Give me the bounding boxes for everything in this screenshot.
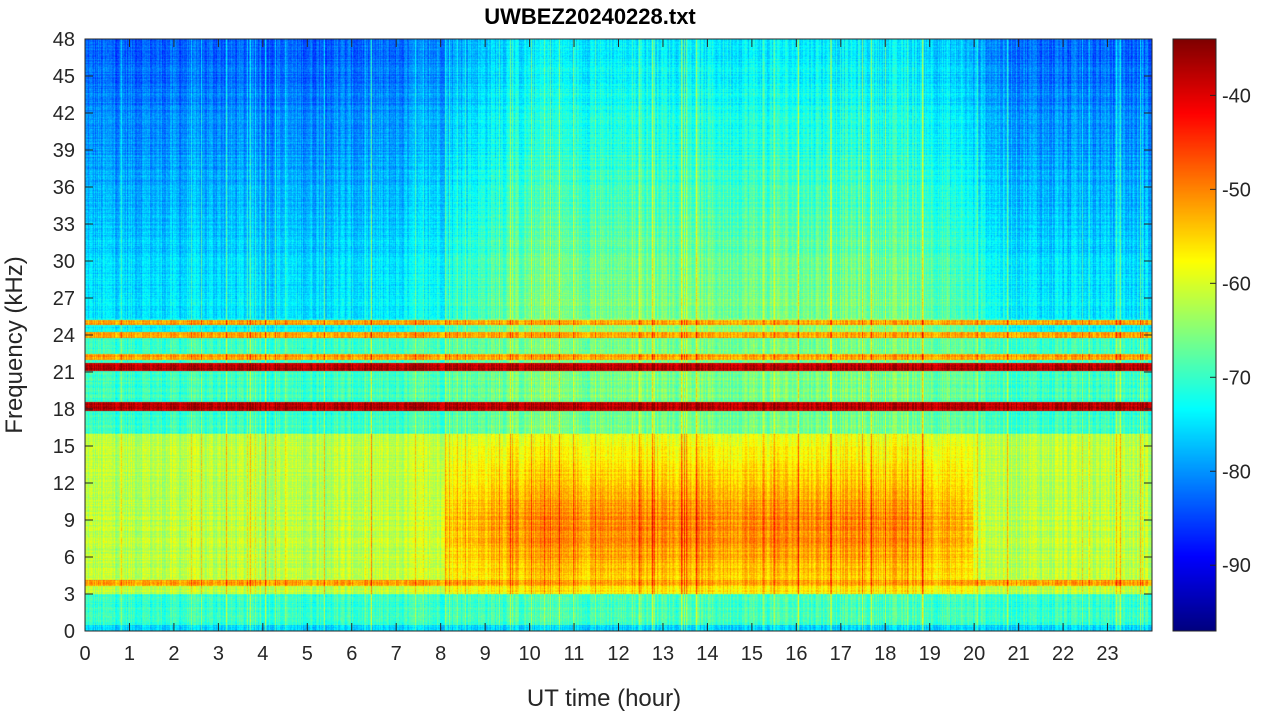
colorbar-tick-label: -50 bbox=[1222, 179, 1251, 201]
x-tick-label: 19 bbox=[919, 643, 941, 665]
x-axis-label: UT time (hour) bbox=[527, 685, 681, 712]
colorbar-tick-label: -40 bbox=[1222, 85, 1251, 107]
x-tick-label: 7 bbox=[391, 643, 402, 665]
y-tick-label: 48 bbox=[53, 29, 75, 51]
y-tick-label: 39 bbox=[53, 140, 75, 162]
y-tick-label: 27 bbox=[53, 288, 75, 310]
x-tick-label: 13 bbox=[652, 643, 674, 665]
x-tick-label: 10 bbox=[518, 643, 540, 665]
y-tick-label: 18 bbox=[53, 399, 75, 421]
colorbar-ticks: -40 -50 -60 -70 -80 -90 bbox=[1210, 85, 1251, 577]
y-tick-label: 15 bbox=[53, 436, 75, 458]
y-tick-label: 3 bbox=[64, 584, 75, 606]
spectrogram-image bbox=[85, 39, 1152, 631]
colorbar-tick-label: -80 bbox=[1222, 461, 1251, 483]
y-tick-label: 21 bbox=[53, 362, 75, 384]
x-tick-label: 5 bbox=[302, 643, 313, 665]
y-tick-label: 6 bbox=[64, 547, 75, 569]
colorbar-image bbox=[1173, 39, 1216, 631]
chart-title: UWBEZ20240228.txt bbox=[484, 4, 696, 29]
x-tick-label: 20 bbox=[963, 643, 985, 665]
x-tick-label: 1 bbox=[124, 643, 135, 665]
x-tick-label: 9 bbox=[480, 643, 491, 665]
y-tick-label: 45 bbox=[53, 66, 75, 88]
x-tick-label: 6 bbox=[346, 643, 357, 665]
y-tick-label: 33 bbox=[53, 214, 75, 236]
x-tick-label: 17 bbox=[830, 643, 852, 665]
x-tick-label: 18 bbox=[874, 643, 896, 665]
x-tick-label: 8 bbox=[435, 643, 446, 665]
x-tick-label: 15 bbox=[741, 643, 763, 665]
y-tick-label: 30 bbox=[53, 251, 75, 273]
x-tick-label: 22 bbox=[1052, 643, 1074, 665]
x-tick-label: 11 bbox=[564, 643, 585, 665]
y-tick-label: 9 bbox=[64, 510, 75, 532]
colorbar-frame bbox=[1172, 38, 1217, 632]
plot-area: 0 1 2 3 4 5 6 7 8 9 10 11 12 13 14 15 16 17 18 19 20 21 22 23 0… bbox=[53, 29, 1153, 665]
y-tick-label: 12 bbox=[53, 473, 75, 495]
x-tick-label: 2 bbox=[168, 643, 179, 665]
x-tick-label: 0 bbox=[79, 643, 90, 665]
y-tick-label: 0 bbox=[64, 621, 75, 643]
y-axis-label: Frequency (kHz) bbox=[1, 256, 28, 433]
x-tick-label: 3 bbox=[213, 643, 224, 665]
x-axis: 0 1 2 3 4 5 6 7 8 9 10 11 12 13 14 15 16 17 18 19 20 21 22 23 bbox=[79, 39, 1119, 665]
y-tick-label: 42 bbox=[53, 103, 75, 125]
colorbar-tick-label: -70 bbox=[1222, 367, 1251, 389]
x-tick-label: 16 bbox=[785, 643, 807, 665]
y-tick-label: 24 bbox=[53, 325, 75, 347]
x-tick-label: 12 bbox=[607, 643, 629, 665]
colorbar-tick-label: -60 bbox=[1222, 273, 1251, 295]
x-tick-label: 21 bbox=[1008, 643, 1030, 665]
x-tick-label: 23 bbox=[1096, 643, 1118, 665]
colorbar: -40 -50 -60 -70 -80 -90 bbox=[1172, 38, 1251, 632]
x-tick-label: 14 bbox=[696, 643, 718, 665]
y-tick-label: 36 bbox=[53, 177, 75, 199]
colorbar-tick-label: -90 bbox=[1222, 555, 1251, 577]
x-tick-label: 4 bbox=[257, 643, 268, 665]
